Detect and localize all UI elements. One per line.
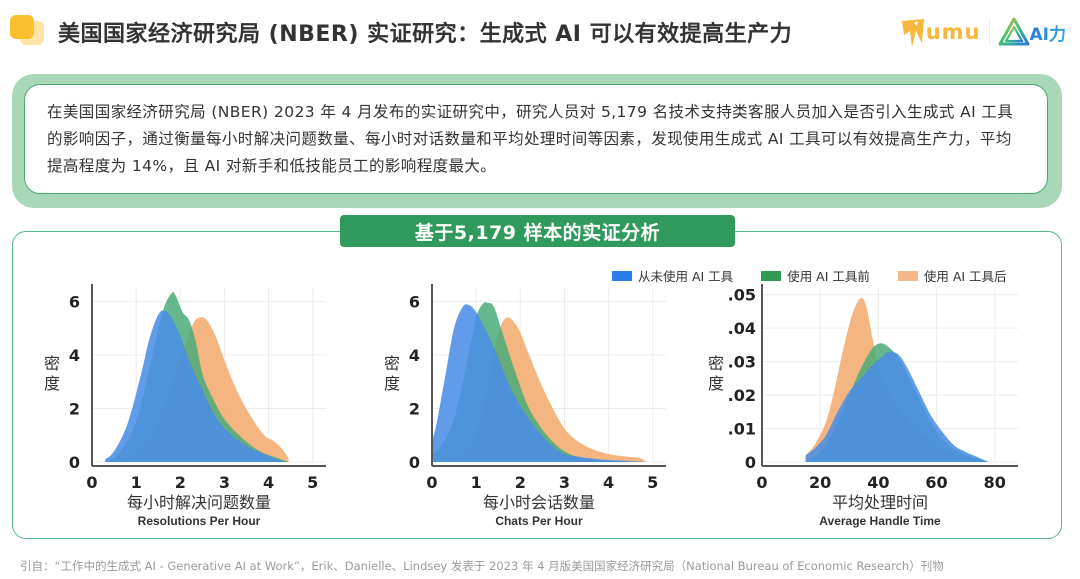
y-tick-label: 6 (69, 292, 80, 311)
giraffe-icon (901, 19, 924, 47)
area-never-ai (805, 351, 989, 462)
x-tick-label: 80 (984, 473, 1006, 492)
x-axis-title-en: Average Handle Time (819, 514, 941, 528)
y-axis-title: 密 (44, 354, 60, 373)
y-tick-label: 6 (409, 292, 420, 311)
x-tick-label: 3 (559, 473, 570, 492)
legend-item-never: 从未使用 AI 工具 (612, 266, 733, 285)
area-never-ai (105, 310, 289, 462)
x-tick-label: 0 (756, 473, 767, 492)
y-tick-label: .05 (728, 286, 756, 305)
y-tick-label: 2 (409, 399, 420, 418)
legend-label: 从未使用 AI 工具 (638, 269, 734, 284)
ai-logo: AI力 (998, 17, 1066, 47)
x-tick-label: 40 (867, 473, 889, 492)
x-tick-label: 2 (515, 473, 526, 492)
triangle-logo-icon (998, 17, 1030, 46)
y-axis-title: 度 (708, 374, 724, 393)
y-tick-label: .03 (728, 353, 756, 372)
y-tick-label: .02 (728, 386, 756, 405)
x-axis-title: 每小时解决问题数量 (127, 493, 271, 512)
legend-item-after: 使用 AI 工具后 (897, 266, 1007, 285)
legend-item-before: 使用 AI 工具前 (761, 266, 870, 285)
analysis-banner: 基于5,179 样本的实证分析 (340, 215, 735, 247)
legend-label: 使用 AI 工具前 (787, 269, 870, 284)
title-row: 美国国家经济研究局 (NBER) 实证研究：生成式 AI 可以有效提高生产力 (10, 12, 792, 52)
x-tick-label: 0 (426, 473, 437, 492)
x-tick-label: 4 (603, 473, 614, 492)
y-axis-title: 度 (44, 374, 60, 393)
page-title: 美国国家经济研究局 (NBER) 实证研究：生成式 AI 可以有效提高生产力 (58, 22, 793, 47)
summary-text: 在美国国家经济研究局 (NBER) 2023 年 4 月发布的实证研究中，研究人… (47, 103, 1014, 175)
legend-swatch (612, 270, 632, 281)
area-never-ai (432, 304, 647, 462)
x-tick-label: 4 (263, 473, 274, 492)
y-tick-label: .04 (728, 319, 756, 338)
x-tick-label: 2 (175, 473, 186, 492)
y-tick-label: 2 (69, 399, 80, 418)
x-axis-title: 平均处理时间 (832, 493, 928, 512)
y-tick-label: 4 (69, 346, 80, 365)
x-tick-label: 3 (219, 473, 230, 492)
x-tick-label: 1 (131, 473, 142, 492)
citation: 引自：“工作中的生成式 AI - Generative AI at Work”，… (20, 559, 944, 573)
legend-swatch (897, 270, 918, 281)
x-tick-label: 0 (86, 473, 97, 492)
y-axis-title: 密 (708, 354, 724, 373)
x-axis-title: 每小时会话数量 (483, 493, 595, 512)
umu-logo: umu (900, 17, 981, 47)
summary-card: 在美国国家经济研究局 (NBER) 2023 年 4 月发布的实证研究中，研究人… (12, 74, 1062, 208)
umu-logo-text: umu (925, 20, 981, 44)
title-badge-icon (10, 15, 44, 49)
y-axis-title: 密 (384, 354, 400, 373)
x-tick-label: 5 (647, 473, 658, 492)
x-axis-title-en: Chats Per Hour (495, 514, 583, 528)
x-tick-label: 1 (471, 473, 482, 492)
legend-swatch (761, 270, 782, 281)
summary-inner: 在美国国家经济研究局 (NBER) 2023 年 4 月发布的实证研究中，研究人… (24, 84, 1048, 194)
brand-logos: umu AI力 (900, 12, 1066, 52)
legend-label: 使用 AI 工具后 (923, 269, 1007, 284)
ai-logo-text: AI力 (1030, 20, 1066, 45)
x-tick-label: 60 (925, 473, 947, 492)
x-tick-label: 5 (307, 473, 318, 492)
y-tick-label: 4 (409, 346, 420, 365)
logo-divider (988, 19, 990, 45)
y-tick-label: 0 (69, 453, 80, 472)
y-tick-label: 0 (409, 453, 420, 472)
y-tick-label: 0 (745, 453, 756, 472)
chart-legend: 从未使用 AI 工具 使用 AI 工具前 使用 AI 工具后 (612, 266, 1035, 285)
y-tick-label: .01 (728, 420, 756, 439)
x-tick-label: 20 (809, 473, 831, 492)
x-axis-title-en: Resolutions Per Hour (138, 514, 261, 528)
y-axis-title: 度 (384, 374, 400, 393)
